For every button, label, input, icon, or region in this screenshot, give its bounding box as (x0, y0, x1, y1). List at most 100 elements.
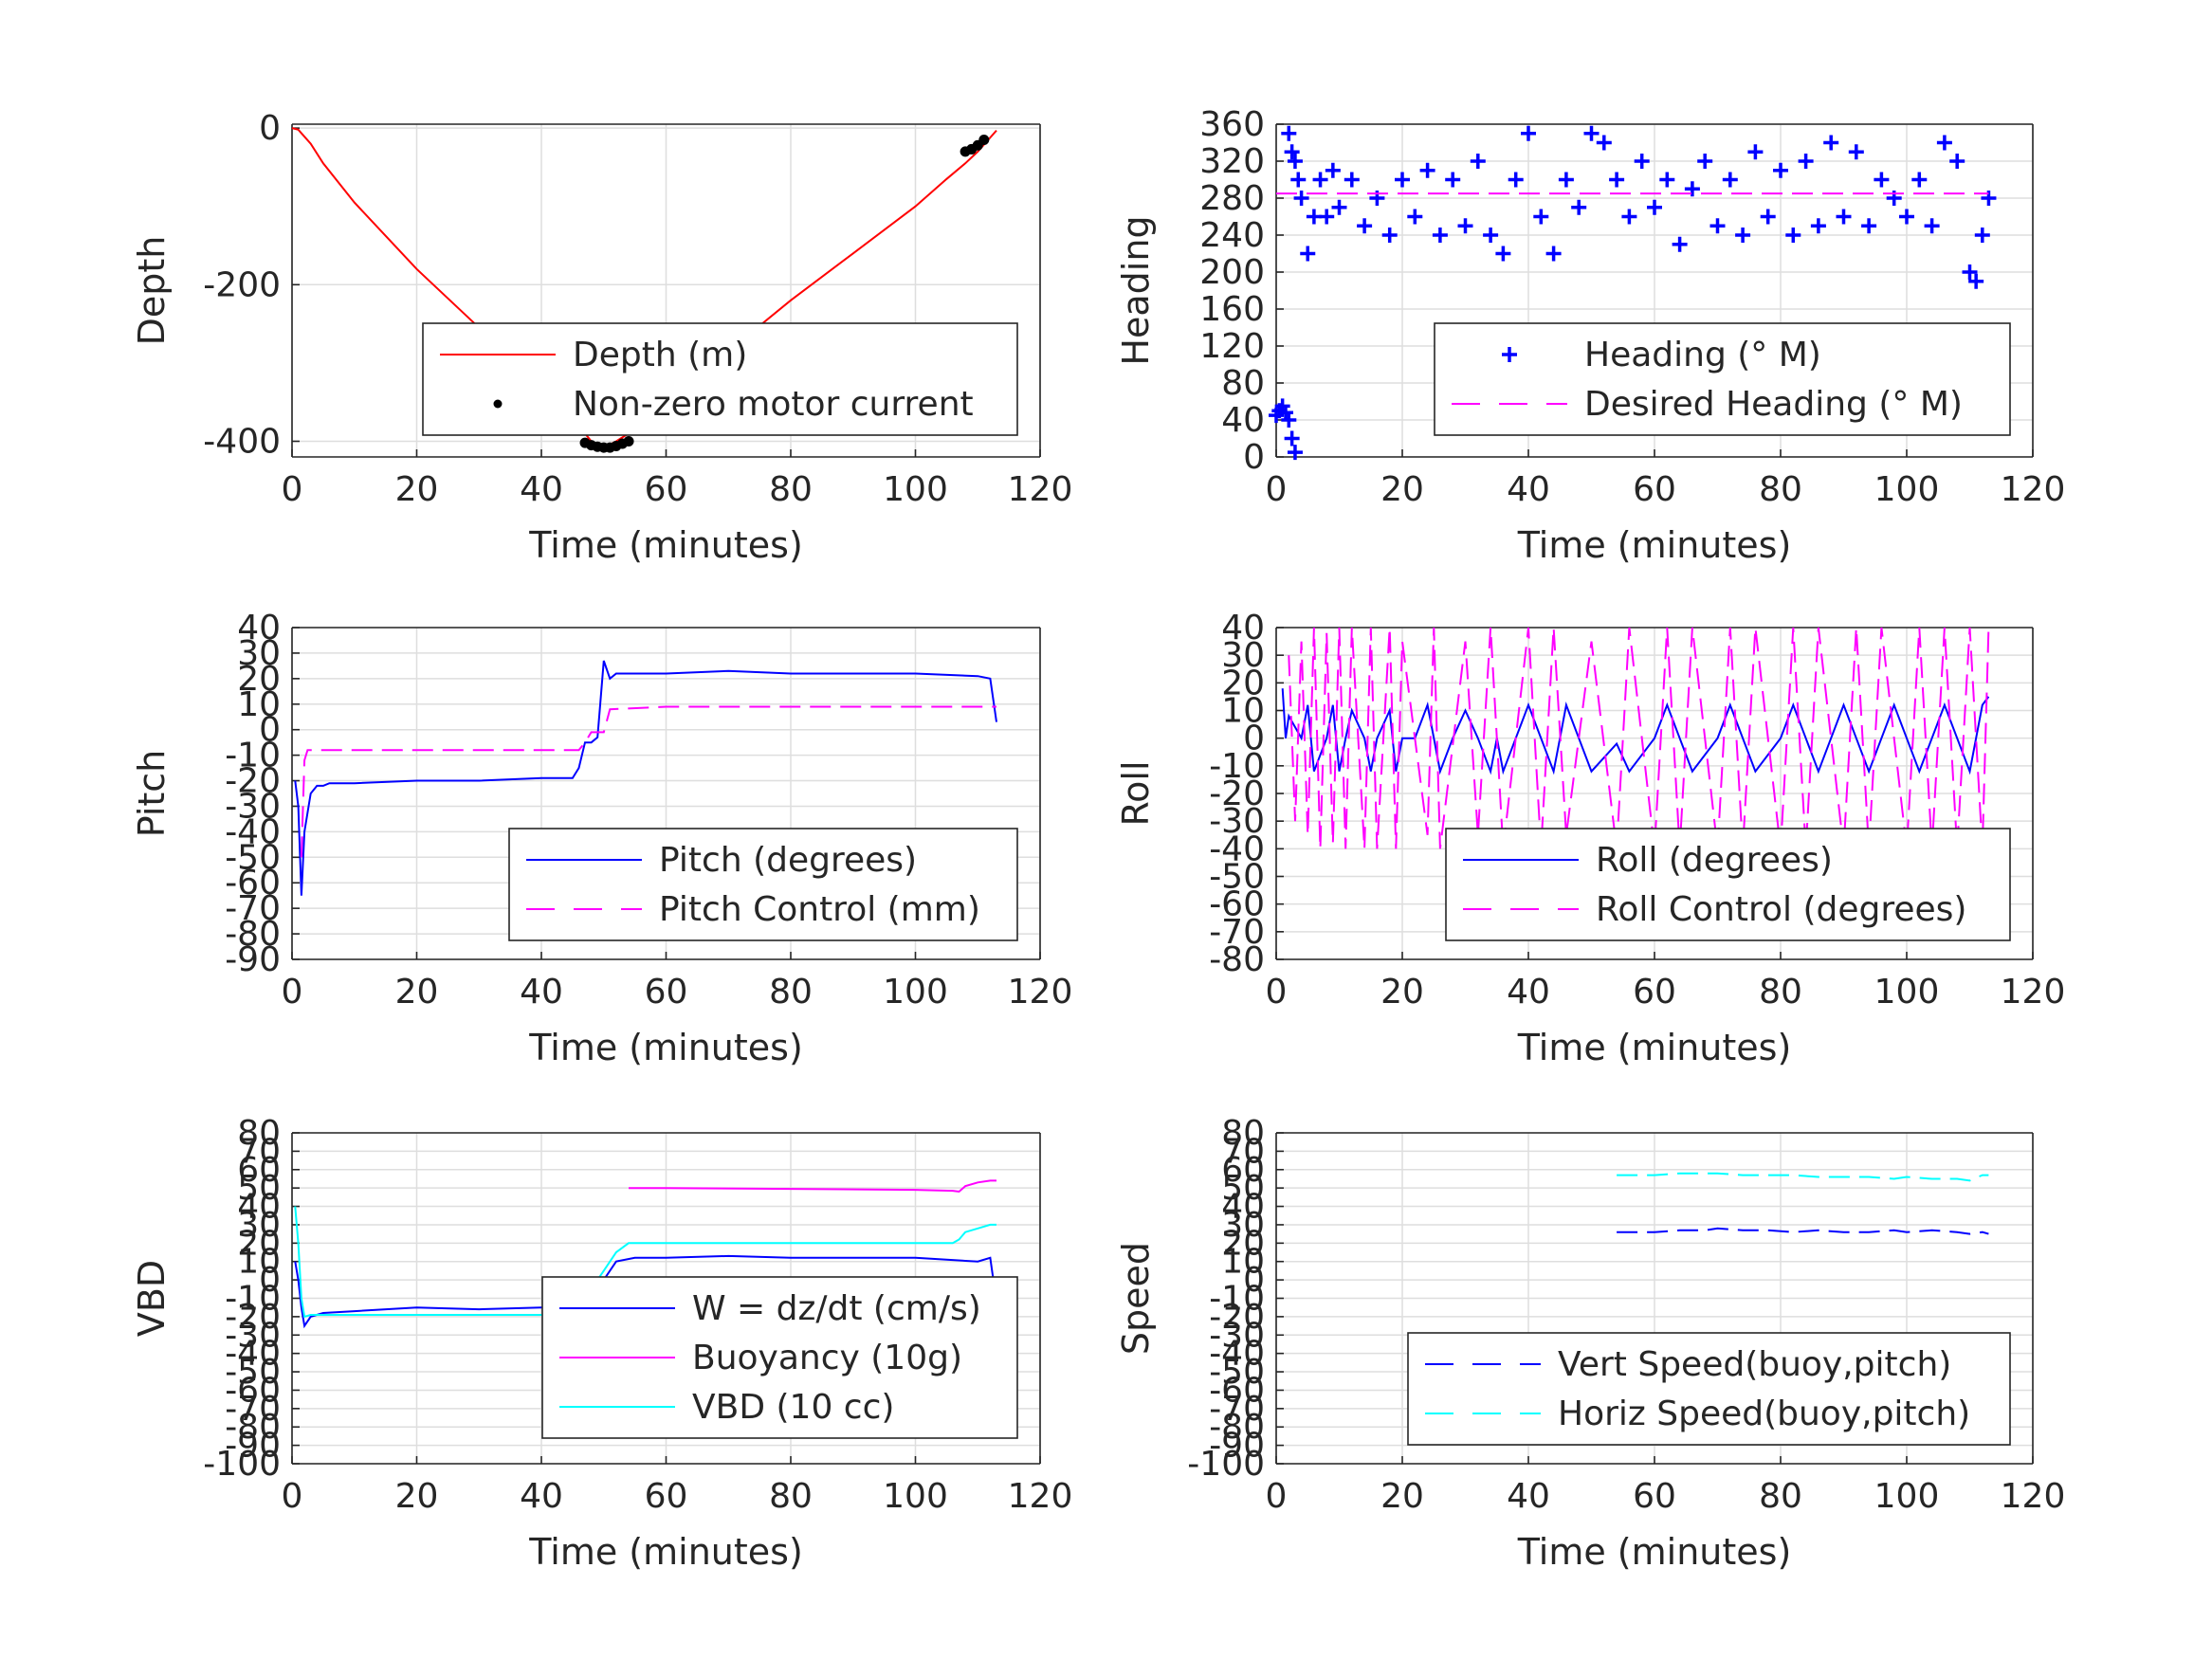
series-2 (629, 1179, 996, 1194)
axes (1275, 1132, 2034, 1465)
data-point (1836, 209, 1852, 225)
legend-item-1: Heading (° M) (1502, 336, 1821, 374)
data-point (1521, 125, 1536, 141)
legend-item-3: VBD (10 cc) (559, 1388, 894, 1427)
y-tick-label: -90 (225, 940, 281, 979)
data-point (1419, 162, 1435, 178)
x-tick-label: 60 (1633, 973, 1676, 1012)
x-tick-label: 80 (1759, 470, 1802, 509)
data-point (1697, 154, 1713, 169)
y-tick-label: -100 (1187, 1445, 1265, 1484)
chart-panel-4: 0 20 40 60 80 100 120-80-70-60-50-40-30-20-100… (1115, 609, 2065, 1068)
x-tick-label: 20 (1380, 1477, 1424, 1516)
data-point (1281, 412, 1297, 428)
y-tick-label: 80 (237, 1114, 281, 1153)
y-tick-label: 320 (1199, 142, 1265, 181)
series-dashed-line (1617, 1227, 1989, 1235)
y-tick-label: 360 (1199, 105, 1265, 144)
y-tick-label: 30 (1221, 636, 1265, 675)
data-point (1571, 199, 1587, 215)
y-tick-label: -70 (225, 1390, 281, 1429)
data-point (1293, 191, 1309, 206)
legend-label: Horiz Speed(buoy,pitch) (1558, 1395, 1970, 1433)
data-point (1281, 125, 1297, 141)
data-point (1924, 218, 1940, 234)
data-point (1508, 172, 1524, 188)
legend: Roll (degrees) Roll Control (degrees) (1445, 828, 2011, 941)
data-point (1300, 246, 1316, 262)
x-axis-label: Time (minutes) (528, 1531, 803, 1573)
data-point (1583, 125, 1600, 141)
legend-item-2: Desired Heading (° M) (1452, 385, 1963, 424)
legend-label: Desired Heading (° M) (1584, 385, 1963, 424)
y-tick-label: -60 (1209, 885, 1265, 924)
x-axis-label: Time (minutes) (528, 1027, 803, 1068)
x-tick-label: 60 (645, 973, 688, 1012)
y-tick-label: 80 (1221, 364, 1265, 403)
y-tick-label: -40 (225, 1335, 281, 1374)
x-axis-label: Time (minutes) (1517, 1531, 1792, 1573)
legend-label: Heading (° M) (1584, 336, 1821, 374)
data-point (1647, 199, 1662, 215)
y-tick-label: -20 (1209, 775, 1265, 813)
y-tick-label: 40 (237, 609, 281, 647)
x-tick-label: 100 (883, 973, 948, 1012)
y-tick-label: -60 (1209, 1371, 1265, 1410)
y-tick-label: 30 (1221, 1206, 1265, 1245)
y-axis-label: Roll (1115, 760, 1157, 826)
axes (291, 1132, 1041, 1465)
legend-box (1434, 322, 2011, 436)
data-point (1432, 228, 1448, 243)
legend-label: Buoyancy (10g) (692, 1339, 962, 1377)
x-tick-label: 120 (2001, 1477, 2066, 1516)
x-tick-label: 40 (1507, 1477, 1550, 1516)
data-point (1290, 172, 1307, 188)
series-1 (294, 660, 997, 896)
data-point (1899, 209, 1914, 225)
y-tick-label: -400 (203, 422, 281, 461)
legend: W = dz/dt (cm/s) Buoyancy (10g) VBD (10 cc… (541, 1276, 1018, 1439)
x-tick-label: 80 (1759, 1477, 1802, 1516)
legend-label: Non-zero motor current (573, 385, 974, 424)
plot-area (1617, 1172, 1989, 1235)
data-point (1287, 154, 1303, 169)
x-tick-label: 40 (520, 973, 563, 1012)
y-tick-label: -50 (1209, 858, 1265, 897)
series-1 (1281, 688, 1990, 775)
x-tick-label: 100 (1874, 973, 1940, 1012)
data-point (1634, 154, 1650, 169)
x-tick-label: 80 (769, 973, 813, 1012)
y-tick-label: -50 (225, 838, 281, 877)
data-point (1407, 209, 1423, 225)
y-axis-label: Heading (1115, 215, 1157, 365)
data-point (1457, 218, 1473, 234)
data-point (1798, 154, 1814, 169)
y-axis-label: VBD (131, 1260, 173, 1337)
y-tick-label: -80 (1209, 940, 1265, 979)
data-point (1609, 172, 1625, 188)
y-tick-label: -80 (225, 915, 281, 954)
legend-item-1: Pitch (degrees) (526, 841, 917, 880)
data-point (1672, 236, 1688, 252)
legend-item-2: Buoyancy (10g) (559, 1339, 962, 1377)
y-tick-label: -40 (1209, 1335, 1265, 1374)
legend-label: Pitch Control (mm) (659, 890, 980, 929)
y-tick-label: 10 (237, 1243, 281, 1282)
y-tick-label: -20 (1209, 1298, 1265, 1337)
y-tick-label: 20 (1221, 664, 1265, 702)
x-tick-label: 40 (520, 470, 563, 509)
legend-label: Pitch (degrees) (659, 841, 917, 880)
x-tick-label: 0 (1266, 470, 1288, 509)
y-tick-label: -90 (1209, 1427, 1265, 1466)
y-tick-label: 80 (1221, 1114, 1265, 1153)
x-tick-label: 0 (1266, 1477, 1288, 1516)
data-point (1533, 209, 1549, 225)
y-tick-label: -40 (1209, 830, 1265, 868)
data-point (978, 135, 990, 146)
x-tick-label: 40 (520, 1477, 563, 1516)
series-1 (1617, 1227, 1989, 1235)
series-line (1281, 688, 1990, 775)
data-point (1284, 144, 1300, 160)
data-point (1936, 135, 1952, 151)
legend-box (1445, 828, 2011, 941)
